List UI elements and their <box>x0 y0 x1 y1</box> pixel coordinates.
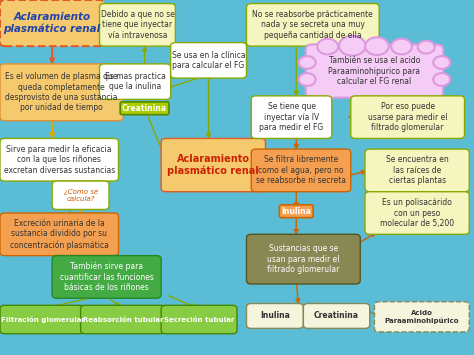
Circle shape <box>433 73 450 86</box>
Text: También se usa el acido
Paraaminohipurico para
calcular el FG renal: También se usa el acido Paraaminohipuric… <box>328 56 420 86</box>
Circle shape <box>339 36 365 56</box>
FancyBboxPatch shape <box>161 305 237 334</box>
Text: Secreción tubular: Secreción tubular <box>164 317 234 322</box>
Text: Es un polisacárido
con un peso
molecular de 5,200: Es un polisacárido con un peso molecular… <box>380 198 454 228</box>
Text: Se tiene que
inyectar vía IV
para medir el FG: Se tiene que inyectar vía IV para medir … <box>259 102 324 132</box>
Text: También sirve para
cuantificar las funciones
básicas de los riñones: También sirve para cuantificar las funci… <box>60 262 154 292</box>
Text: Sirve para medir la eficacia
con la que los riñones
excretan diversas sustancias: Sirve para medir la eficacia con la que … <box>4 145 115 175</box>
Text: Reabsorción tubular: Reabsorción tubular <box>83 317 164 322</box>
Text: Excreción urinaria de la
sustancia dividido por su
concentración plasmática: Excreción urinaria de la sustancia divid… <box>10 219 109 250</box>
Text: Por eso puede
usarse para medir el
filtrado glomerular: Por eso puede usarse para medir el filtr… <box>368 102 447 132</box>
Text: Se usa en la clínica
para calcular el FG: Se usa en la clínica para calcular el FG <box>172 51 246 70</box>
Text: Filtración glomerular: Filtración glomerular <box>1 316 84 323</box>
FancyBboxPatch shape <box>246 4 379 46</box>
Text: ¿Como se
calcula?: ¿Como se calcula? <box>64 189 98 202</box>
Circle shape <box>418 41 435 54</box>
Text: Es el volumen de plasma que
queda completamente
desprovisto de una sustancia
por: Es el volumen de plasma que queda comple… <box>5 72 118 113</box>
FancyBboxPatch shape <box>306 44 443 98</box>
FancyBboxPatch shape <box>52 256 161 298</box>
FancyBboxPatch shape <box>246 234 360 284</box>
Circle shape <box>391 39 412 54</box>
FancyBboxPatch shape <box>374 302 469 332</box>
Circle shape <box>299 73 316 86</box>
Circle shape <box>365 37 389 55</box>
FancyBboxPatch shape <box>161 138 265 192</box>
FancyBboxPatch shape <box>0 138 118 181</box>
FancyBboxPatch shape <box>0 213 118 256</box>
Text: Creatinina: Creatinina <box>314 311 359 321</box>
Text: Inulina: Inulina <box>281 207 311 216</box>
FancyBboxPatch shape <box>0 64 123 121</box>
FancyBboxPatch shape <box>246 304 303 328</box>
FancyBboxPatch shape <box>251 96 332 138</box>
FancyBboxPatch shape <box>0 0 104 46</box>
Text: Aclaramiento
plasmático renal: Aclaramiento plasmático renal <box>167 154 259 176</box>
Text: Acido
Paraaminohipúrico: Acido Paraaminohipúrico <box>384 310 459 324</box>
FancyBboxPatch shape <box>100 4 175 46</box>
Text: No se reabsorbe prácticamente
nada y se secreta una muy
pequeña cantidad de ella: No se reabsorbe prácticamente nada y se … <box>253 10 373 40</box>
FancyBboxPatch shape <box>81 305 166 334</box>
FancyBboxPatch shape <box>171 43 246 78</box>
Text: Inulina: Inulina <box>260 311 290 321</box>
Text: Se filtra libremente
como el agua, pero no
se reabsorbe ni secreta: Se filtra libremente como el agua, pero … <box>256 155 346 185</box>
FancyBboxPatch shape <box>251 149 351 192</box>
Circle shape <box>317 39 338 54</box>
FancyBboxPatch shape <box>52 181 109 209</box>
FancyBboxPatch shape <box>100 64 171 99</box>
Circle shape <box>433 56 450 69</box>
FancyBboxPatch shape <box>351 96 465 138</box>
Circle shape <box>299 56 316 69</box>
FancyBboxPatch shape <box>303 304 370 328</box>
Text: Debido a que no se
tiene que inyectar
vía intravenosa: Debido a que no se tiene que inyectar ví… <box>100 10 174 40</box>
FancyBboxPatch shape <box>365 192 469 234</box>
Text: Creatinina: Creatinina <box>122 104 167 113</box>
Text: Es mas practica
que la inulina: Es mas practica que la inulina <box>105 72 165 91</box>
Text: Se encuentra en
las raíces de
ciertas plantas: Se encuentra en las raíces de ciertas pl… <box>386 155 448 185</box>
Text: Sustancias que se
usan para medir el
filtrado glomerular: Sustancias que se usan para medir el fil… <box>267 244 339 274</box>
FancyBboxPatch shape <box>0 305 85 334</box>
FancyBboxPatch shape <box>365 149 469 192</box>
Text: Aclaramiento
plasmático renal: Aclaramiento plasmático renal <box>4 12 100 34</box>
